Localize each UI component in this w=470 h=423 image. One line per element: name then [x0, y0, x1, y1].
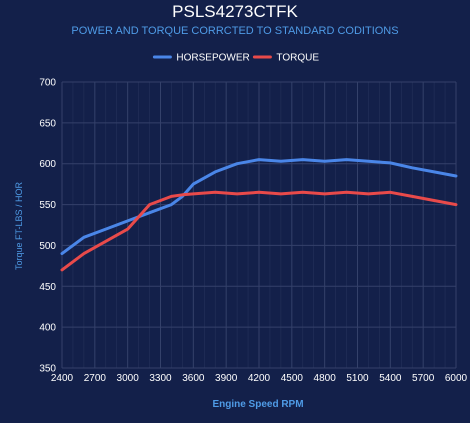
- series-line-torque: [60, 190, 458, 272]
- x-axis-label: Engine Speed RPM: [212, 399, 303, 410]
- x-tick-label: 6000: [445, 373, 468, 384]
- grid-layer: [61, 81, 457, 369]
- legend[interactable]: HORSEPOWER TORQUE: [152, 53, 319, 64]
- x-tick-label: 5400: [379, 373, 402, 384]
- y-tick-label: 400: [39, 323, 56, 334]
- legend-label: TORQUE: [276, 53, 319, 64]
- legend-label: HORSEPOWER: [176, 53, 249, 64]
- x-tick-label: 3900: [215, 373, 238, 384]
- x-tick-label: 3000: [117, 373, 140, 384]
- y-tick-label: 600: [39, 159, 56, 170]
- y-tick-label: 500: [39, 241, 56, 252]
- x-tick-label: 5100: [346, 373, 369, 384]
- x-tick-label: 5700: [412, 373, 435, 384]
- y-tick-label: 700: [39, 78, 56, 89]
- chart-title: PSLS4273CTFK: [172, 2, 298, 21]
- x-tick-label: 2700: [84, 373, 107, 384]
- y-tick-label: 550: [39, 200, 56, 211]
- chart-subtitle: POWER AND TORQUE CORRCTED TO STANDARD CO…: [71, 25, 399, 37]
- x-tick-label: 3300: [149, 373, 172, 384]
- x-tick-label: 4200: [248, 373, 271, 384]
- y-tick-label: 650: [39, 118, 56, 129]
- legend-item-torque[interactable]: TORQUE: [252, 53, 319, 64]
- y-tick-label: 450: [39, 282, 56, 293]
- series-line-horsepower: [60, 158, 458, 256]
- y-axis-label: Torque FT-LBS / HOR: [14, 181, 24, 270]
- y-tick-label: 350: [39, 364, 56, 375]
- legend-item-horsepower[interactable]: HORSEPOWER: [152, 53, 250, 64]
- x-tick-label: 3600: [182, 373, 205, 384]
- series-layer: [60, 158, 458, 272]
- x-tick-label: 4800: [314, 373, 337, 384]
- x-tick-label: 4500: [281, 373, 304, 384]
- x-tick-label: 2400: [51, 373, 74, 384]
- tick-layer: 350 400 450 500 550 600 650 700 2400 2700 3000 3300…: [39, 78, 467, 385]
